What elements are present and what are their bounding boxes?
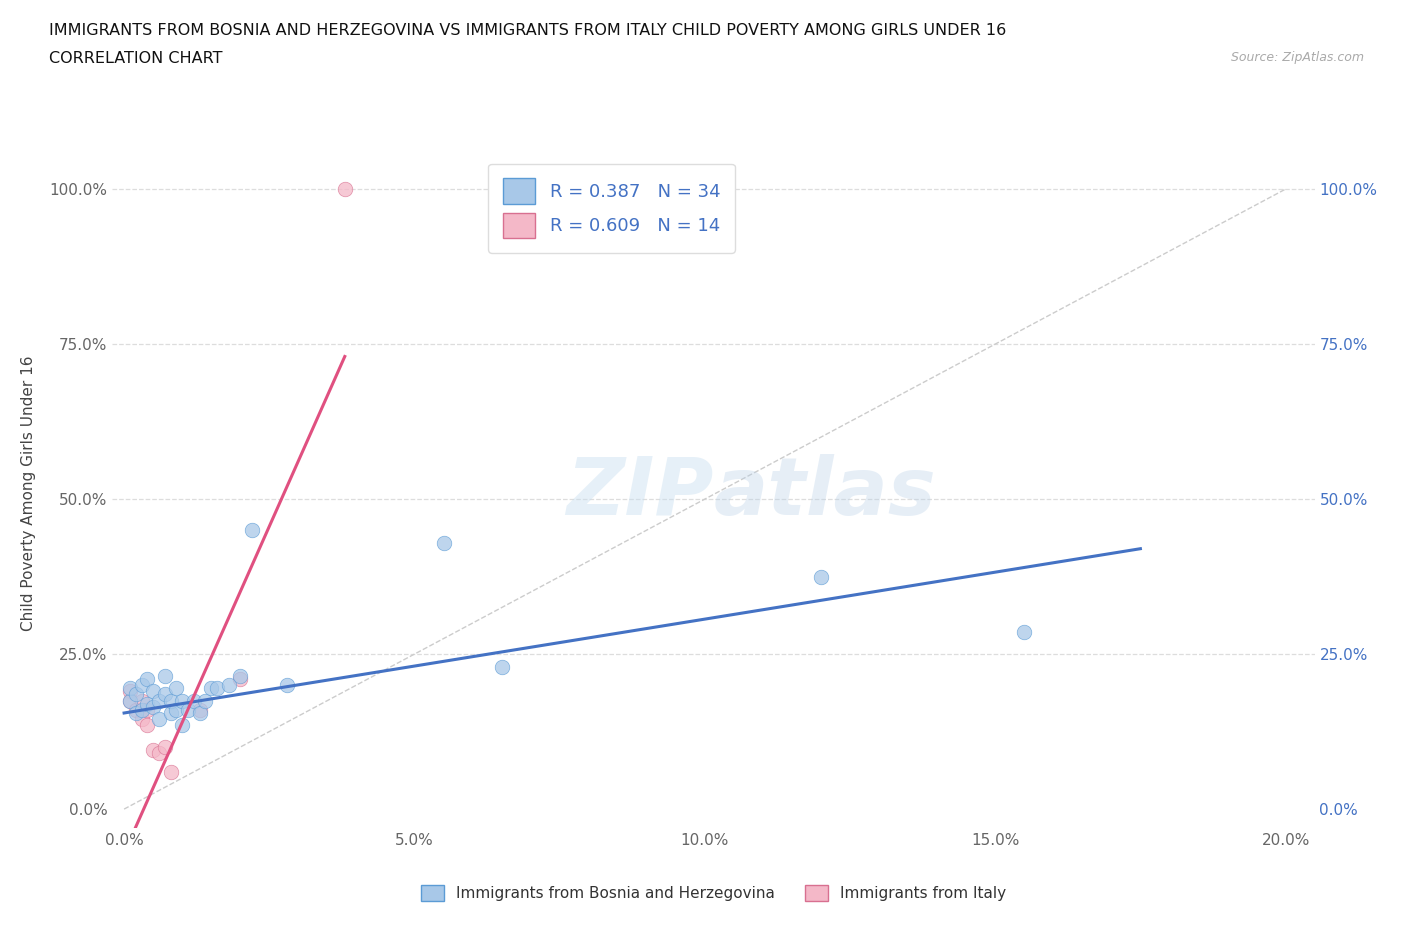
Point (159, 764, 181, 779)
Point (131, 711, 153, 726)
Point (125, 702, 148, 717)
Point (432, 535, 454, 550)
Point (491, 659, 513, 674)
Point (131, 702, 153, 717)
Text: ZIP: ZIP (567, 454, 713, 532)
Point (218, 678, 240, 693)
Y-axis label: Child Poverty Among Girls Under 16: Child Poverty Among Girls Under 16 (21, 355, 35, 631)
Point (240, 523, 263, 538)
Point (153, 739, 176, 754)
Point (125, 706, 148, 721)
Point (136, 702, 159, 717)
Point (229, 671, 252, 686)
Point (229, 669, 252, 684)
Point (131, 678, 153, 693)
Legend: Immigrants from Bosnia and Herzegovina, Immigrants from Italy: Immigrants from Bosnia and Herzegovina, … (415, 879, 1012, 907)
Point (194, 693, 217, 708)
Point (172, 718, 194, 733)
Text: IMMIGRANTS FROM BOSNIA AND HERZEGOVINA VS IMMIGRANTS FROM ITALY CHILD POVERTY AM: IMMIGRANTS FROM BOSNIA AND HERZEGOVINA V… (49, 23, 1007, 38)
Point (136, 718, 159, 733)
Point (136, 671, 159, 686)
Point (165, 702, 187, 717)
Text: CORRELATION CHART: CORRELATION CHART (49, 51, 222, 66)
Point (188, 706, 211, 721)
Point (188, 702, 211, 717)
Text: Source: ZipAtlas.com: Source: ZipAtlas.com (1230, 51, 1364, 64)
Point (159, 693, 181, 708)
Point (333, 181, 356, 196)
Point (131, 693, 153, 708)
Point (810, 569, 832, 584)
Point (136, 697, 159, 711)
Point (148, 746, 170, 761)
Point (118, 684, 141, 698)
Point (172, 693, 194, 708)
Point (118, 693, 141, 708)
Point (153, 669, 176, 684)
Point (183, 693, 205, 708)
Point (142, 684, 165, 698)
Point (125, 687, 148, 702)
Point (177, 702, 200, 717)
Point (148, 693, 170, 708)
Point (200, 681, 222, 696)
Point (118, 681, 141, 696)
Point (142, 743, 165, 758)
Point (118, 693, 141, 708)
Point (165, 681, 187, 696)
Point (276, 678, 298, 693)
Point (153, 687, 176, 702)
Text: atlas: atlas (713, 454, 936, 532)
Point (142, 699, 165, 714)
Point (159, 706, 181, 721)
Point (1012, 625, 1035, 640)
Point (205, 681, 228, 696)
Point (148, 711, 170, 726)
